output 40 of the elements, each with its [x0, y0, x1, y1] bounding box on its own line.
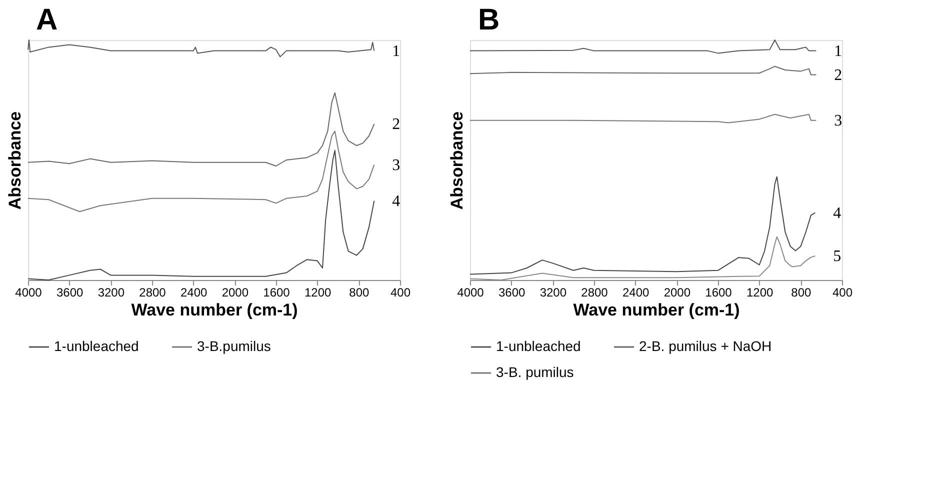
- annotation: 2: [834, 66, 842, 84]
- annotation: 5: [833, 248, 842, 265]
- annotation: 4: [392, 192, 400, 210]
- legend-label: 3-B. pumilus: [496, 364, 574, 380]
- chart-title: B: [478, 4, 500, 36]
- legend-label: 3-B.pumilus: [197, 338, 271, 354]
- x-tick-label: 800: [349, 286, 370, 300]
- x-tick-label: 2000: [664, 286, 691, 300]
- x-tick-label: 3600: [56, 286, 84, 300]
- annotation: 3: [834, 112, 842, 130]
- x-tick-label: 400: [390, 286, 411, 300]
- x-tick-label: 4000: [15, 286, 42, 300]
- x-tick-label: 2800: [581, 286, 608, 300]
- x-tick-label: 2400: [622, 286, 650, 300]
- chart-title: A: [36, 4, 58, 36]
- x-axis-title: Wave number (cm-1): [573, 300, 740, 320]
- x-tick-label: 400: [832, 286, 853, 300]
- x-tick-label: 1600: [263, 286, 290, 300]
- annotation: 4: [833, 204, 842, 222]
- x-tick-label: 2800: [139, 286, 166, 300]
- legend-label: 1-unbleached: [54, 338, 139, 354]
- x-tick-label: 1200: [746, 286, 774, 300]
- x-tick-label: 3600: [498, 286, 526, 300]
- annotation: 3: [392, 156, 400, 174]
- x-tick-label: 1600: [705, 286, 732, 300]
- legend-label: 1-unbleached: [496, 338, 581, 354]
- x-tick-label: 2400: [180, 286, 208, 300]
- y-axis-title: Absorbance: [448, 111, 466, 210]
- x-tick-label: 1200: [304, 286, 332, 300]
- x-tick-label: 2000: [222, 286, 249, 300]
- x-tick-label: 4000: [457, 286, 484, 300]
- x-tick-label: 3200: [98, 286, 125, 300]
- x-axis-title: Wave number (cm-1): [131, 300, 298, 320]
- annotation: 1: [834, 42, 842, 60]
- x-tick-label: 3200: [540, 286, 567, 300]
- annotation: 2: [392, 116, 400, 133]
- annotation: 1: [392, 42, 400, 60]
- legend-label: 2-B. pumilus + NaOH: [639, 338, 772, 354]
- y-axis-title: Absorbance: [6, 111, 24, 210]
- x-tick-label: 800: [791, 286, 812, 300]
